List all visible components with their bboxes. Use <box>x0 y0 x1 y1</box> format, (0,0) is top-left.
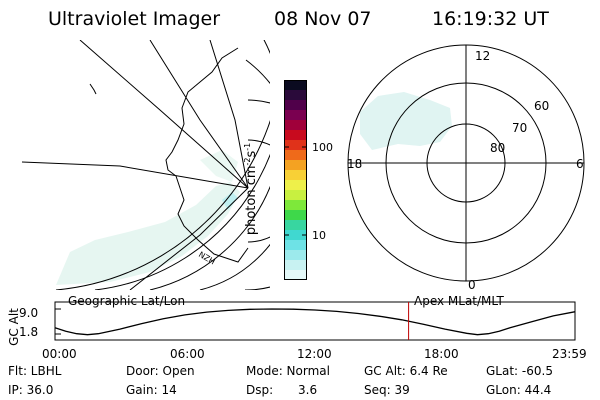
colorbar-swatch <box>284 190 307 201</box>
colorbar-swatch <box>284 250 307 261</box>
colorbar-swatch <box>284 160 307 171</box>
instrument-title: Ultraviolet Imager <box>48 8 221 30</box>
geographic-map: NZH <box>21 40 270 290</box>
x-tick-0600: 06:00 <box>170 347 205 361</box>
colorbar-swatch <box>284 140 307 151</box>
mlt-label-18: 18 <box>347 157 362 171</box>
gc-alt-status: GC Alt: 6.4 Re <box>364 364 448 378</box>
colorbar-swatch <box>284 260 307 271</box>
mlt-label-6: 6 <box>576 157 584 171</box>
apex-label: Apex MLat/MLT <box>414 294 504 308</box>
seq-status: Seq: 39 <box>364 383 410 397</box>
dsp-value: 3.6 <box>298 383 318 397</box>
dsp-label: Dsp: <box>246 383 274 397</box>
door-status: Door: Open <box>126 364 195 378</box>
colorbar-swatch <box>284 210 307 221</box>
mlat-label-80: 80 <box>490 141 505 155</box>
altitude-chart <box>54 301 576 341</box>
time-label: 16:19:32 UT <box>432 8 549 30</box>
glat-status: GLat: -60.5 <box>486 364 553 378</box>
colorbar-swatch <box>284 120 307 131</box>
coast-tag: NZH <box>197 250 217 267</box>
colorbar-label: photon cm-2s-1 <box>242 142 260 236</box>
geographic-label: Geographic Lat/Lon <box>68 294 186 308</box>
colorbar-swatch <box>284 90 307 101</box>
x-tick-1200: 12:00 <box>297 347 332 361</box>
colorbar-swatch <box>284 270 307 280</box>
colorbar-swatch <box>284 220 307 231</box>
colorbar-swatch <box>284 130 307 141</box>
x-tick-0000: 00:00 <box>42 347 77 361</box>
colorbar <box>284 80 307 280</box>
lat-circles <box>55 40 270 290</box>
mode-status: Mode: Normal <box>246 364 330 378</box>
colorbar-swatch <box>284 240 307 251</box>
colorbar-tick-100: 100 <box>312 141 333 154</box>
colorbar-tick-10: 10 <box>312 229 326 242</box>
colorbar-swatch <box>284 170 307 181</box>
date-label: 08 Nov 07 <box>274 8 372 30</box>
mlat-label-60: 60 <box>534 99 549 113</box>
y-tick-9: 9.0 <box>19 306 39 320</box>
uv-emission-blob <box>56 150 240 285</box>
filter-status: Flt: LBHL <box>8 364 62 378</box>
uv-polar-blob <box>360 92 452 150</box>
mlat-label-70: 70 <box>512 121 527 135</box>
lon-lines <box>21 40 249 290</box>
x-tick-2359: 23:59 <box>552 347 587 361</box>
colorbar-swatch <box>284 200 307 211</box>
chart-frame <box>54 301 576 341</box>
colorbar-swatch <box>284 80 307 91</box>
colorbar-swatch <box>284 150 307 161</box>
colorbar-swatch <box>284 230 307 241</box>
polar-plot: 12 18 6 0 60 70 80 <box>347 44 585 290</box>
gain-status: Gain: 14 <box>126 383 177 397</box>
y-tick-1-8: 1.8 <box>19 325 39 339</box>
ip-status: IP: 36.0 <box>8 383 54 397</box>
colorbar-swatch <box>284 110 307 121</box>
x-tick-1800: 18:00 <box>424 347 459 361</box>
mlt-label-12: 12 <box>475 49 490 63</box>
coastlines <box>89 47 249 263</box>
colorbar-swatch <box>284 100 307 111</box>
glon-status: GLon: 44.4 <box>486 383 552 397</box>
mlt-label-0: 0 <box>468 278 476 290</box>
colorbar-swatch <box>284 180 307 191</box>
altitude-line <box>54 308 575 336</box>
